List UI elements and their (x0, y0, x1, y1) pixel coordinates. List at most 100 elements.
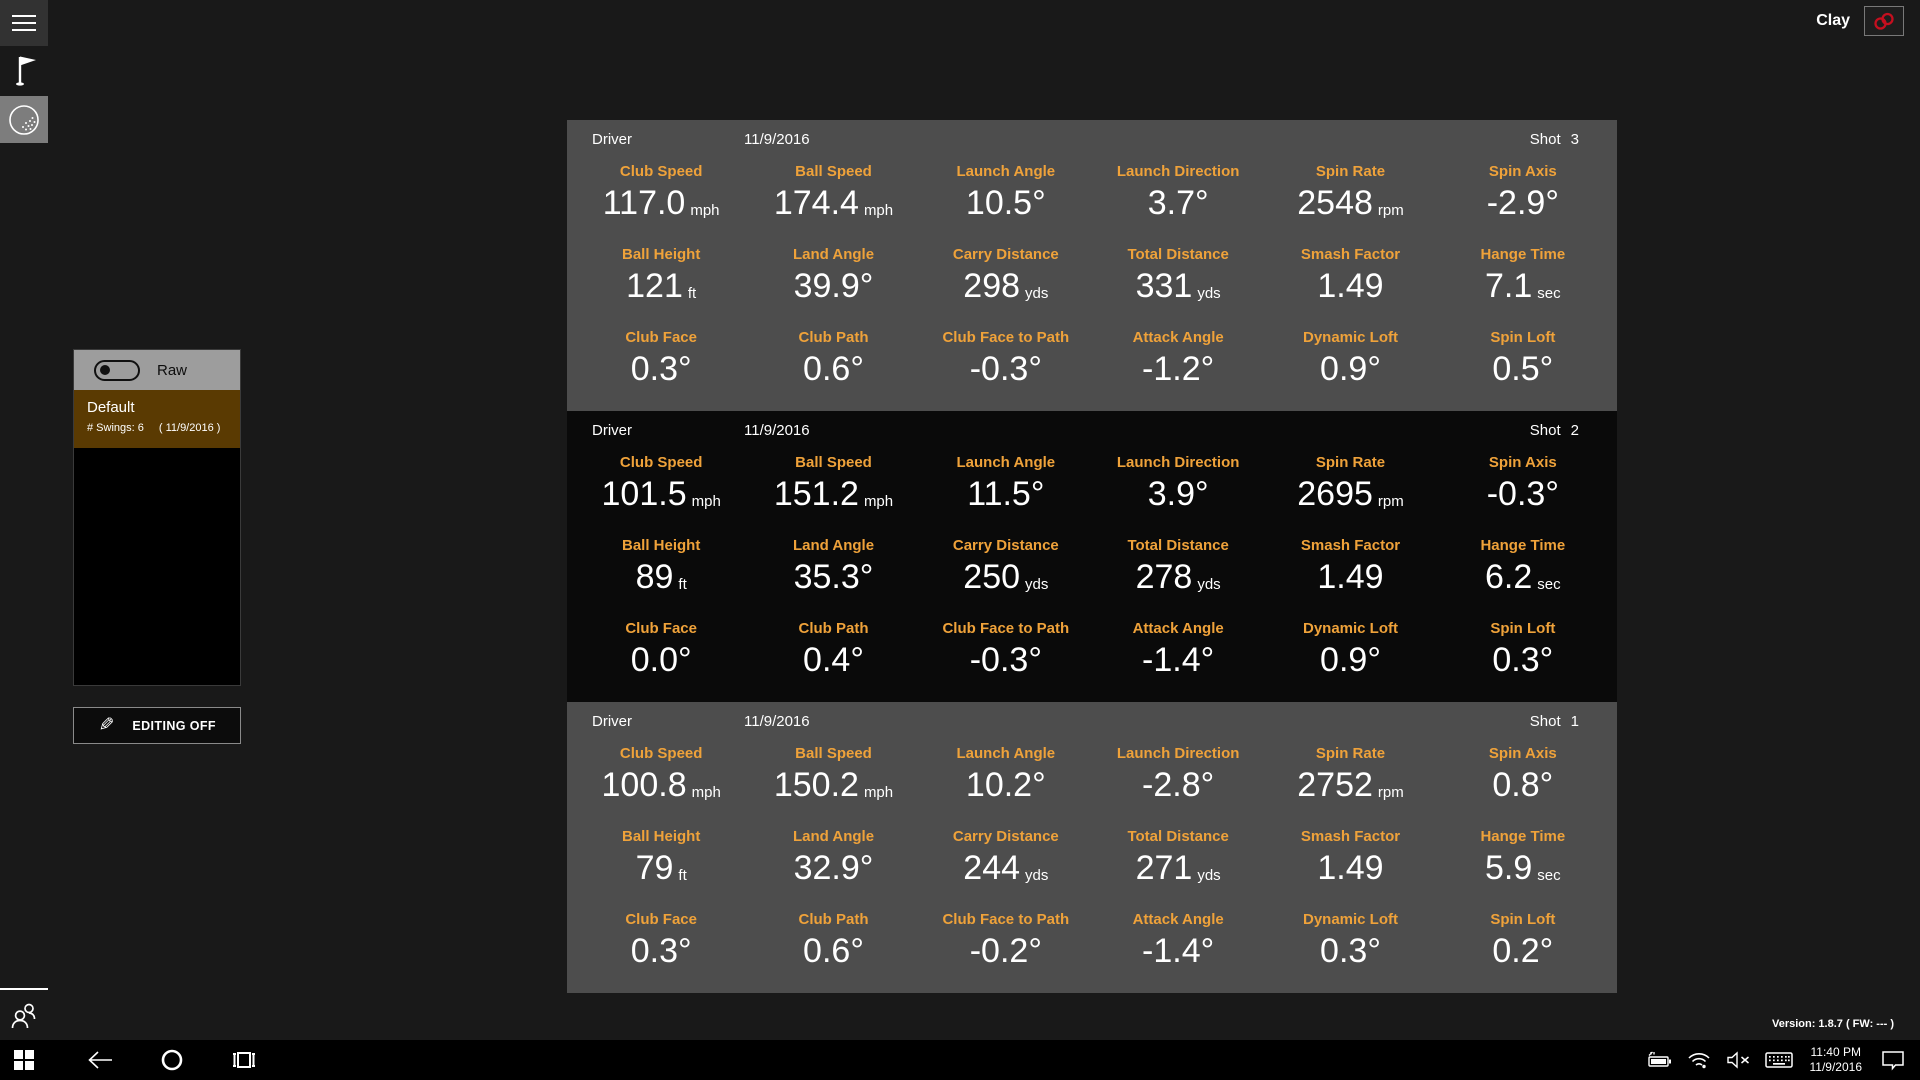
metric-label: Spin Axis (1488, 745, 1557, 762)
metric-club-face-to-path: Club Face to Path -0.3° (920, 609, 1092, 692)
metric-unit: ° (1200, 932, 1215, 970)
metric-value: 0.9° (1264, 348, 1436, 390)
session-item-default[interactable]: Default # Swings: 6 ( 11/9/2016 ) (74, 390, 240, 448)
metric-number: 1.49 (1317, 267, 1384, 305)
shot-club: Driver (592, 421, 632, 439)
shots-nav-button-selected[interactable] (0, 96, 48, 143)
session-swings: # Swings: 6 (87, 422, 144, 434)
metric-unit: sec (1537, 867, 1561, 884)
metric-label: Club Face (625, 911, 697, 928)
metric-number: 174.4 (773, 184, 859, 222)
metric-label: Smash Factor (1300, 828, 1401, 845)
connection-button[interactable] (1864, 6, 1904, 36)
metric-unit: ° (1194, 475, 1209, 513)
editing-toggle-button[interactable]: ✎ EDITING OFF (73, 707, 241, 744)
metric-number: -1.2 (1142, 350, 1201, 388)
metric-label: Total Distance (1127, 246, 1229, 263)
metric-value: 3.9° (1092, 473, 1264, 515)
task-view-button[interactable] (220, 1040, 268, 1080)
metric-number: 0.6 (803, 350, 851, 388)
metric-value: 35.3° (747, 556, 919, 598)
metric-number: 89 (635, 558, 674, 596)
metric-value: -1.4° (1092, 930, 1264, 972)
session-detail: # Swings: 6 ( 11/9/2016 ) (87, 422, 227, 434)
metric-label: Smash Factor (1300, 537, 1401, 554)
editing-button-label: EDITING OFF (132, 718, 216, 733)
metric-launch-angle: Launch Angle 11.5° (920, 443, 1092, 526)
metric-label: Hange Time (1480, 537, 1566, 554)
shot-number: 3 (1570, 130, 1579, 148)
volume-button[interactable] (1722, 1040, 1756, 1080)
metric-club-face: Club Face 0.3° (575, 900, 747, 983)
metric-value: -2.8° (1092, 764, 1264, 806)
shot-number: 2 (1570, 421, 1579, 439)
shot-card-header: Driver 11/9/2016 Shot 3 (567, 126, 1617, 152)
range-nav-button[interactable] (0, 46, 48, 96)
battery-charging-icon (1647, 1051, 1671, 1067)
metric-number: 121 (626, 267, 683, 305)
metric-smash-factor: Smash Factor 1.49 (1264, 235, 1436, 318)
metric-label: Club Path (798, 620, 869, 637)
metric-number: 79 (635, 849, 674, 887)
metric-ball-speed: Ball Speed 151.2 mph (747, 443, 919, 526)
back-button[interactable] (76, 1040, 124, 1080)
metric-spin-axis: Spin Axis -0.3° (1437, 443, 1609, 526)
metric-number: 3.7 (1147, 184, 1195, 222)
shot-card-header: Driver 11/9/2016 Shot 1 (567, 708, 1617, 734)
network-button[interactable] (1682, 1040, 1716, 1080)
metric-label: Spin Loft (1490, 911, 1556, 928)
metric-unit: mph (863, 202, 894, 219)
touch-keyboard-button[interactable] (1762, 1040, 1796, 1080)
metric-unit: ° (859, 558, 874, 596)
metric-label: Hange Time (1480, 828, 1566, 845)
shot-card-1[interactable]: Driver 11/9/2016 Shot 1 Club Speed 100.8 mph Ba… (567, 702, 1617, 993)
metric-number: 0.4 (803, 641, 851, 679)
metric-unit: yds (1025, 285, 1049, 302)
metric-launch-angle: Launch Angle 10.5° (920, 152, 1092, 235)
session-date: ( 11/9/2016 ) (158, 422, 221, 434)
metric-number: 0.5 (1492, 350, 1540, 388)
golf-ball-icon (9, 104, 39, 135)
metric-value: 101.5 mph (575, 473, 747, 522)
metric-dynamic-loft: Dynamic Loft 0.9° (1264, 609, 1436, 692)
cortana-button[interactable] (148, 1040, 196, 1080)
metric-launch-direction: Launch Direction 3.9° (1092, 443, 1264, 526)
wifi-icon (1687, 1053, 1710, 1069)
cortana-circle-icon (161, 1049, 183, 1071)
metric-label: Ball Height (621, 246, 701, 263)
metric-value: 79 ft (575, 847, 747, 896)
metric-grid: Club Speed 101.5 mph Ball Speed 151.2 mph Laun… (567, 443, 1617, 702)
metric-value: 0.0° (575, 639, 747, 681)
metric-unit: ° (1539, 932, 1554, 970)
metric-ball-height: Ball Height 89 ft (575, 526, 747, 609)
shot-cards-list: Driver 11/9/2016 Shot 3 Club Speed 117.0 mph Ba… (567, 120, 1617, 993)
shot-date: 11/9/2016 (744, 421, 810, 439)
start-button[interactable] (0, 1040, 48, 1080)
shot-card-3[interactable]: Driver 11/9/2016 Shot 3 Club Speed 117.0 mph Ba… (567, 120, 1617, 411)
metric-label: Spin Loft (1490, 620, 1556, 637)
metric-unit: yds (1197, 285, 1221, 302)
metric-value: 2752 rpm (1264, 764, 1436, 813)
volume-muted-icon (1726, 1051, 1749, 1069)
players-button[interactable] (8, 998, 42, 1034)
shot-word: Shot (1529, 712, 1561, 730)
taskbar-clock[interactable]: 11:40 PM 11/9/2016 (1802, 1045, 1871, 1075)
metric-number: 0.9 (1320, 350, 1368, 388)
hamburger-menu-button[interactable] (0, 0, 48, 46)
action-center-button[interactable] (1876, 1040, 1910, 1080)
metric-number: 2752 (1297, 766, 1373, 804)
shot-word: Shot (1529, 130, 1561, 148)
metric-carry-distance: Carry Distance 298 yds (920, 235, 1092, 318)
battery-button[interactable] (1642, 1040, 1676, 1080)
metric-label: Land Angle (792, 828, 875, 845)
metric-number: -2.9 (1486, 184, 1546, 222)
metric-unit: mph (691, 784, 721, 801)
raw-toggle[interactable] (94, 359, 140, 381)
metric-value: 5.9 sec (1437, 847, 1609, 896)
metric-label: Spin Rate (1315, 745, 1386, 762)
rail-divider (0, 988, 48, 990)
metric-value: 0.3° (575, 930, 747, 972)
golf-flag-icon (16, 56, 36, 86)
shot-card-2[interactable]: Driver 11/9/2016 Shot 2 Club Speed 101.5 mph Ba… (567, 411, 1617, 702)
metric-unit: ° (1539, 766, 1554, 804)
